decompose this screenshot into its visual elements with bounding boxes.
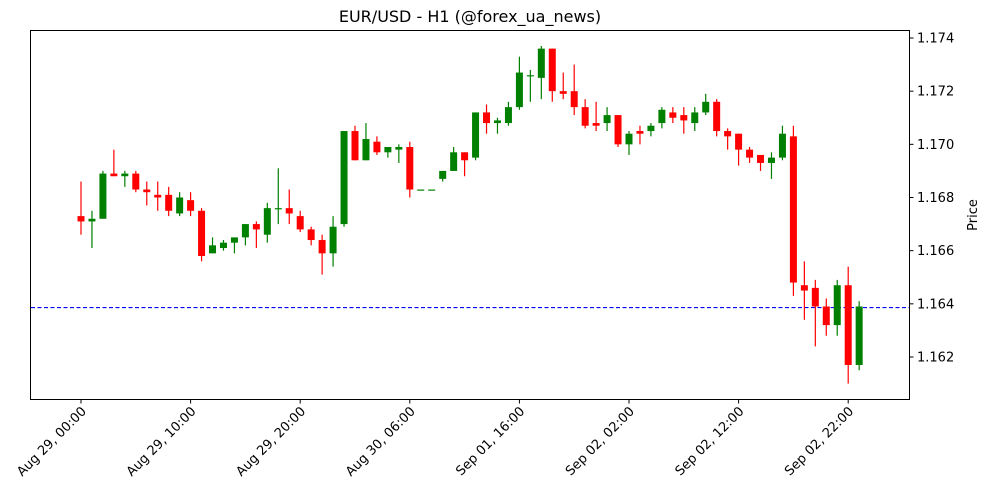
- candle: [493, 117, 501, 134]
- x-tick-label: Aug 29, 00:00: [14, 404, 90, 480]
- candle: [592, 101, 600, 132]
- candle: [263, 202, 271, 243]
- x-tick-label: Sep 02, 02:00: [563, 404, 638, 479]
- candles-group: [77, 45, 863, 384]
- candle: [844, 266, 852, 384]
- candle: [680, 107, 688, 134]
- candle: [143, 181, 151, 206]
- candle: [428, 189, 436, 191]
- candle: [121, 170, 129, 187]
- y-tick-label: 1.162: [917, 350, 954, 365]
- candle: [702, 93, 710, 116]
- candle: [713, 99, 721, 137]
- candle: [504, 101, 512, 126]
- y-tick-label: 1.174: [917, 32, 954, 47]
- candle: [767, 152, 775, 179]
- candle: [252, 221, 260, 249]
- candle: [746, 146, 754, 163]
- candle: [219, 240, 227, 251]
- candle: [735, 133, 743, 166]
- candle: [154, 181, 162, 211]
- candle: [581, 99, 589, 129]
- candle: [373, 136, 381, 155]
- candle: [176, 192, 184, 217]
- candle: [669, 107, 677, 124]
- candle: [417, 189, 425, 191]
- candle: [625, 131, 633, 155]
- x-tick-label: Aug 29, 20:00: [234, 404, 310, 480]
- candle: [77, 181, 85, 235]
- candle: [724, 128, 732, 150]
- x-tick-label: Sep 02, 12:00: [673, 404, 748, 479]
- candle: [395, 144, 403, 163]
- candle: [855, 301, 863, 371]
- x-tick-label: Sep 02, 22:00: [782, 404, 857, 479]
- candle: [789, 125, 797, 296]
- candle: [110, 149, 118, 177]
- candle: [187, 192, 195, 217]
- candle: [603, 107, 611, 132]
- candle: [800, 261, 808, 320]
- candle: [559, 72, 567, 100]
- y-tick-label: 1.170: [917, 138, 954, 153]
- x-axis: Aug 29, 00:00 Aug 29, 10:00 Aug 29, 20:00 A…: [14, 399, 857, 480]
- candle: [439, 170, 447, 182]
- candle: [647, 123, 655, 137]
- candle: [778, 125, 786, 161]
- candle: [362, 123, 370, 161]
- candle: [833, 279, 841, 336]
- candle: [658, 107, 666, 129]
- candle: [450, 146, 458, 171]
- candle: [811, 279, 819, 347]
- y-tick-label: 1.164: [917, 297, 954, 312]
- candle: [537, 45, 545, 100]
- candle: [515, 56, 523, 110]
- candle: [384, 146, 392, 158]
- candle: [296, 210, 304, 233]
- candle: [99, 170, 107, 219]
- candle: [406, 141, 414, 198]
- chart-title: EUR/USD - H1 (@forex_ua_news): [339, 7, 601, 27]
- candle: [230, 237, 238, 254]
- y-tick-label: 1.168: [917, 191, 954, 206]
- candle: [526, 69, 534, 102]
- x-tick-label: Sep 01, 16:00: [453, 404, 528, 479]
- candle: [318, 234, 326, 275]
- candle: [822, 298, 830, 336]
- candle: [274, 168, 282, 225]
- candle: [165, 186, 173, 217]
- candle: [241, 224, 249, 246]
- candle: [209, 237, 217, 254]
- candle: [570, 64, 578, 116]
- candle: [614, 115, 622, 147]
- candle: [88, 210, 96, 249]
- y-tick-label: 1.172: [917, 85, 954, 100]
- candle: [636, 125, 644, 145]
- candle: [307, 226, 315, 246]
- x-tick-label: Aug 30, 06:00: [343, 404, 419, 480]
- candle: [132, 170, 140, 193]
- candle: [329, 216, 337, 267]
- y-axis: 1.162 1.164 1.166 1.168 1.170 1.172 1.174: [909, 32, 954, 365]
- candle: [548, 48, 556, 102]
- x-tick-label: Aug 29, 10:00: [124, 404, 200, 480]
- y-tick-label: 1.166: [917, 244, 954, 259]
- candle: [757, 154, 765, 171]
- candle: [483, 104, 491, 134]
- candle: [472, 112, 480, 161]
- candle: [285, 189, 293, 225]
- candle: [340, 131, 348, 227]
- candle: [351, 125, 359, 161]
- y-axis-label: Price: [966, 199, 981, 231]
- candle: [691, 107, 699, 132]
- candle: [198, 208, 206, 262]
- candle: [461, 152, 469, 177]
- plot-area: [30, 30, 910, 400]
